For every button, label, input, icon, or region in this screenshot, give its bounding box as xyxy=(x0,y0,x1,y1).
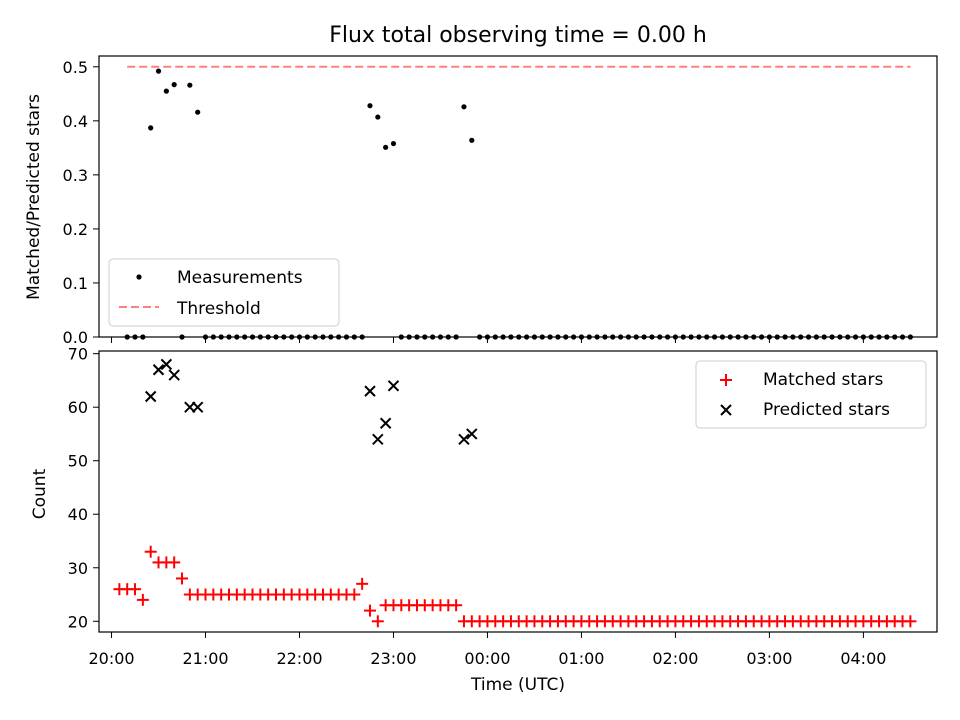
bottom-y-tick-label: 20 xyxy=(68,612,88,631)
legend-measurement-marker xyxy=(136,274,142,280)
predicted-star-point xyxy=(191,401,204,413)
predicted-star-point xyxy=(379,417,392,429)
legend-threshold-label: Threshold xyxy=(176,299,261,319)
bottom-plot xyxy=(113,358,917,628)
measurement-point xyxy=(469,137,475,143)
matched-star-point xyxy=(371,615,384,628)
predicted-star-point xyxy=(152,364,165,376)
measurement-point xyxy=(390,140,397,147)
bottom-y-tick-label: 30 xyxy=(68,559,88,578)
measurement-point xyxy=(187,82,193,88)
bottom-y-tick-label: 70 xyxy=(68,345,88,364)
top-y-tick-label: 0.2 xyxy=(63,220,88,239)
x-tick-label: 22:00 xyxy=(276,649,322,668)
matched-star-point xyxy=(363,604,376,617)
measurement-point xyxy=(155,68,162,74)
legend-predicted-marker xyxy=(720,404,732,416)
top-y-tick-label: 0.4 xyxy=(63,112,88,131)
predicted-star-point xyxy=(466,428,478,440)
measurement-point xyxy=(195,109,201,115)
matched-star-point xyxy=(450,599,463,612)
bottom-y-axis-label: Count xyxy=(30,468,50,519)
matched-star-point xyxy=(176,572,189,585)
measurement-point xyxy=(383,144,389,150)
x-tick-label: 21:00 xyxy=(182,649,228,668)
x-tick-label: 02:00 xyxy=(652,649,698,668)
measurement-point xyxy=(367,103,373,109)
x-tick-label: 03:00 xyxy=(746,649,792,668)
measurement-point xyxy=(163,88,169,94)
measurement-point xyxy=(375,114,381,120)
top-y-tick-label: 0.5 xyxy=(63,58,88,77)
bottom-legend: Matched stars Predicted stars xyxy=(695,360,927,429)
measurement-point xyxy=(461,104,467,110)
matched-star-point xyxy=(348,588,361,601)
matched-star-point xyxy=(168,556,181,569)
predicted-star-point xyxy=(364,385,376,397)
top-axes-frame xyxy=(98,55,938,338)
legend-matched-label: Matched stars xyxy=(763,370,883,390)
top-legend-box xyxy=(108,258,340,327)
matched-star-point xyxy=(136,593,149,606)
x-axis-label: Time (UTC) xyxy=(470,675,565,695)
matched-star-point xyxy=(356,577,369,590)
x-tick-label: 01:00 xyxy=(558,649,604,668)
legend-matched-marker xyxy=(720,374,732,386)
bottom-axes-frame xyxy=(98,350,938,633)
top-y-tick-label: 0.3 xyxy=(63,166,88,185)
top-y-tick-label: 0.1 xyxy=(63,274,88,293)
bottom-y-tick-label: 50 xyxy=(68,452,88,471)
predicted-star-point xyxy=(160,358,173,371)
matched-star-point xyxy=(904,615,917,628)
top-y-axis-label: Matched/Predicted stars xyxy=(24,94,44,300)
predicted-star-point xyxy=(168,369,180,381)
x-tick-label: 23:00 xyxy=(370,649,416,668)
predicted-star-point xyxy=(144,390,157,403)
x-tick-label: 04:00 xyxy=(840,649,886,668)
predicted-star-point xyxy=(458,433,470,446)
legend-measurements-label: Measurements xyxy=(177,268,303,288)
measurement-point xyxy=(171,82,177,88)
predicted-star-point xyxy=(387,380,400,392)
x-tick-label: 00:00 xyxy=(464,649,510,668)
legend-predicted-label: Predicted stars xyxy=(763,400,890,420)
matched-star-point xyxy=(144,545,157,558)
bottom-y-tick-label: 40 xyxy=(68,505,88,524)
matched-star-point xyxy=(129,583,142,596)
chart-title: Flux total observing time = 0.00 h xyxy=(329,23,707,48)
bottom-legend-box xyxy=(695,360,927,429)
measurement-point xyxy=(148,125,154,131)
x-tick-label: 20:00 xyxy=(88,649,134,668)
predicted-star-point xyxy=(372,433,384,446)
top-legend: Measurements Threshold xyxy=(108,258,340,327)
top-y-tick-label: 0.0 xyxy=(63,328,88,347)
bottom-y-tick-label: 60 xyxy=(68,398,88,417)
